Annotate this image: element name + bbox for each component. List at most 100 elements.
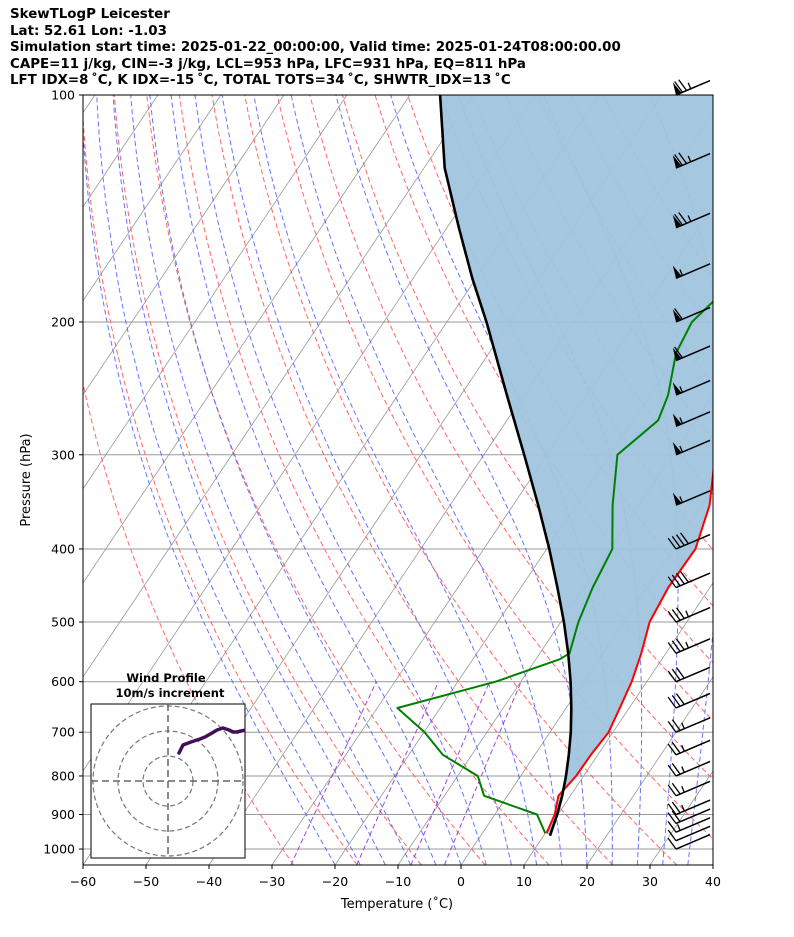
isotherm — [83, 95, 474, 678]
barb-half — [687, 155, 692, 163]
barb-full — [671, 741, 681, 754]
barb-full — [671, 574, 681, 587]
barb-half — [679, 269, 684, 276]
dry-adiabat — [309, 95, 713, 780]
wind-barb — [672, 212, 711, 229]
x-tick-label: 30 — [642, 874, 658, 889]
barb-flag — [672, 413, 682, 427]
barb-flag — [672, 382, 682, 396]
wind-barb — [667, 817, 711, 833]
barb-flag — [672, 265, 682, 279]
temperature-line — [545, 464, 713, 834]
barb-full — [671, 668, 681, 681]
isotherm — [83, 95, 285, 396]
x-tick-label: −50 — [133, 874, 159, 889]
barb-staff — [675, 799, 711, 816]
barb-full — [674, 308, 683, 320]
x-tick-label: 0 — [457, 874, 465, 889]
barb-full — [671, 763, 681, 775]
moist-adiabat — [290, 95, 563, 865]
barb-full — [678, 79, 688, 91]
mixing-ratio-line — [410, 681, 491, 865]
barb-staff — [675, 760, 711, 777]
cape-fill — [440, 95, 713, 836]
barb-staff — [675, 739, 711, 756]
barb-full — [667, 743, 677, 756]
barb-half — [679, 417, 684, 424]
barb-full — [667, 837, 677, 850]
moist-adiabat — [253, 95, 538, 865]
moist-adiabat — [83, 124, 336, 865]
barb-staff — [675, 490, 711, 506]
moist-adiabat — [170, 95, 462, 865]
cape-area — [440, 95, 713, 836]
isotherm — [83, 95, 222, 302]
barb-flag — [672, 215, 682, 228]
barb-staff — [675, 79, 711, 96]
barb-full — [671, 640, 681, 652]
barb-full — [674, 346, 683, 359]
header: SkewTLogP Leicester Lat: 52.61 Lon: -1.0… — [10, 7, 621, 90]
mixing-ratio-line — [356, 681, 439, 865]
barb-full — [675, 572, 685, 585]
wind-barb — [672, 263, 711, 279]
barb-full — [675, 667, 685, 679]
wind-barb — [667, 717, 711, 733]
moist-adiabat — [96, 95, 361, 865]
barb-flag — [672, 347, 682, 361]
barb-full — [667, 670, 677, 683]
barb-full — [674, 154, 683, 166]
wind-barb — [667, 666, 711, 683]
moist-adiabat — [335, 95, 588, 865]
barb-full — [671, 695, 681, 707]
barb-full — [671, 719, 681, 731]
wind-barb — [667, 571, 711, 589]
barb-staff — [675, 306, 711, 323]
y-tick-label: 1000 — [43, 842, 75, 857]
hodograph-inset: Wind Profile 10m/s increment — [90, 671, 246, 859]
barb-flag — [672, 492, 682, 506]
wind-barb — [667, 638, 711, 654]
wind-barb — [672, 345, 711, 362]
wind-barb — [672, 79, 711, 96]
barb-flag — [672, 155, 682, 169]
barb-staff — [675, 411, 711, 427]
wind-barb — [667, 692, 711, 709]
x-tick-label: 20 — [579, 874, 595, 889]
wind-barb — [672, 411, 711, 427]
barb-staff — [675, 263, 711, 279]
wind-barb — [667, 799, 711, 816]
barb-full — [667, 803, 677, 815]
wind-barb — [667, 825, 711, 842]
barb-full — [667, 576, 677, 588]
location: Lat: 52.61 Lon: -1.03 — [10, 23, 167, 39]
moist-adiabat — [130, 95, 412, 865]
hodograph-trace — [177, 726, 245, 755]
isotherm — [83, 95, 411, 584]
x-tick-label: −30 — [259, 874, 285, 889]
moist-adiabat — [221, 95, 512, 865]
barb-staff — [675, 572, 711, 589]
barb-half — [679, 386, 684, 393]
isotherm — [83, 95, 348, 490]
barb-full — [671, 536, 681, 548]
barb-half — [685, 610, 690, 618]
y-tick-label: 800 — [51, 768, 75, 783]
barb-full — [674, 213, 683, 226]
axes: −60 −50 −40 −30 −20 −10 0 10 20 30 40 100 200 300 400 5… — [43, 88, 721, 890]
barb-flag — [672, 309, 682, 322]
barb-full — [680, 532, 689, 545]
barb-staff — [675, 379, 711, 396]
barb-full — [671, 801, 681, 814]
mixing-ratio-line — [290, 681, 377, 865]
wind-barb — [672, 152, 711, 169]
dry-adiabat — [83, 381, 294, 865]
barb-full — [667, 764, 677, 777]
barb-staff — [675, 808, 711, 825]
barb-half — [681, 722, 685, 729]
barb-half — [681, 766, 685, 773]
parcel-line — [438, 95, 573, 837]
isotherm — [83, 95, 96, 114]
y-tick-label: 900 — [51, 807, 75, 822]
